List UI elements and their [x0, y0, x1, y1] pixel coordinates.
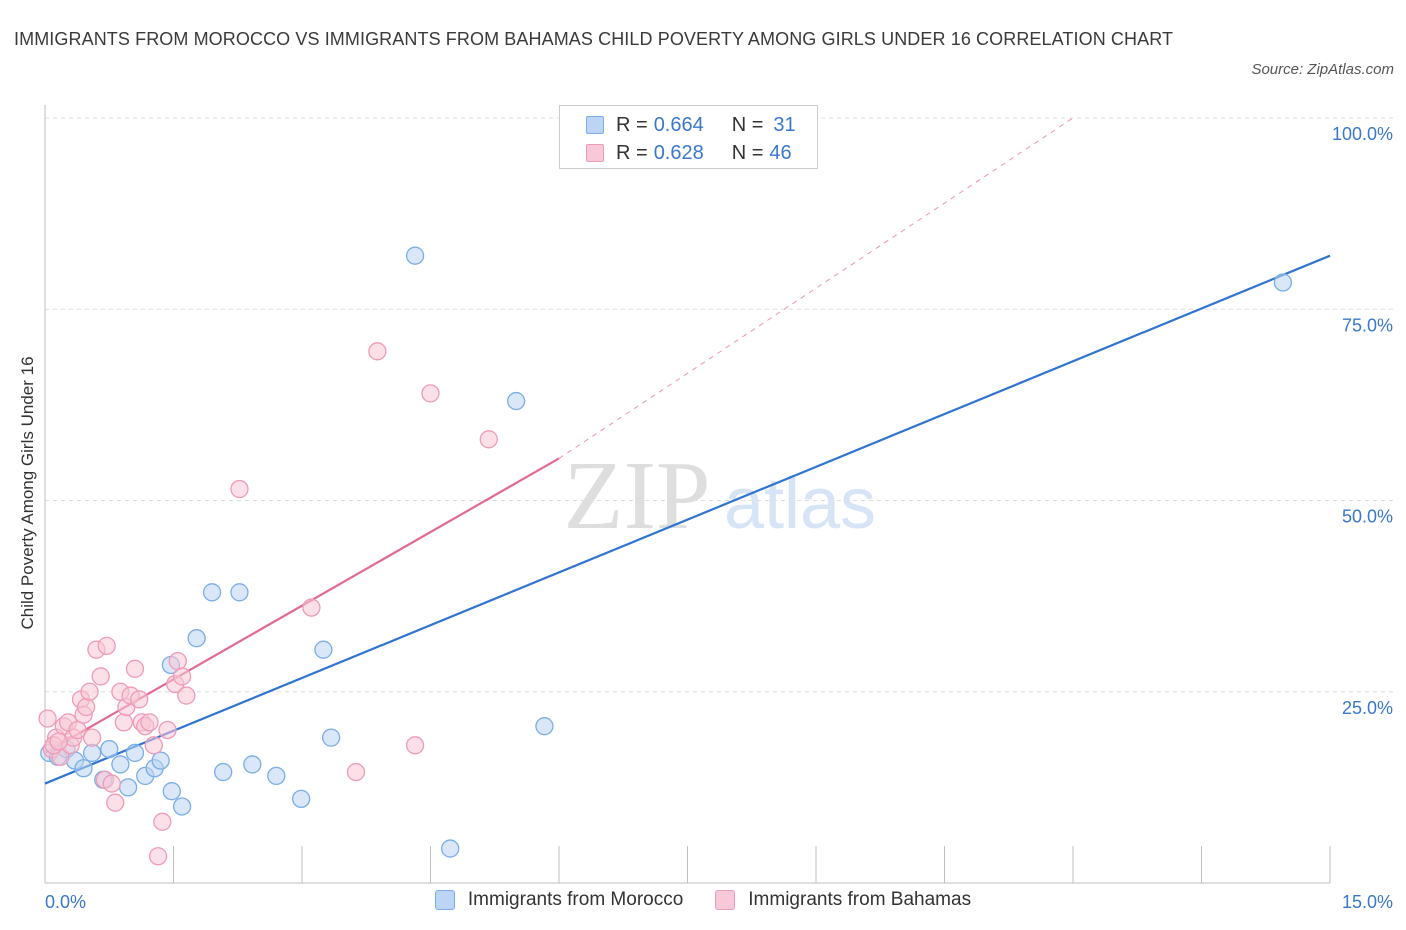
watermark-zip: ZIP: [564, 442, 711, 550]
series-legend-label: Immigrants from Bahamas: [748, 889, 972, 910]
data-point-bahamas: [168, 652, 187, 671]
series-swatch-bahamas: [715, 890, 736, 910]
data-point-bahamas: [346, 762, 366, 782]
x-tick-label: 0.0%: [45, 892, 86, 912]
legend-n-label: N =: [731, 113, 764, 136]
data-point-morocco: [111, 755, 130, 774]
data-point-morocco: [187, 629, 206, 648]
data-point-morocco: [118, 778, 138, 797]
grid-lines: [45, 117, 1395, 693]
watermark: ZIP atlas: [564, 442, 877, 550]
data-point-bahamas: [405, 736, 425, 755]
legend-r-label: R =: [616, 113, 648, 136]
x-tick-label: 15.0%: [1342, 892, 1393, 912]
data-point-bahamas: [106, 793, 125, 812]
y-tick-label: 75.0%: [1342, 315, 1393, 335]
data-point-bahamas: [158, 720, 177, 740]
legend-swatch-bahamas: [586, 144, 604, 162]
data-point-bahamas: [479, 430, 498, 449]
legend-r-label: R =: [616, 141, 648, 164]
data-point-morocco: [405, 246, 425, 265]
data-point-morocco: [535, 717, 554, 736]
series-legend: Immigrants from Morocco Immigrants from …: [0, 889, 1406, 911]
series-legend-bahamas: Immigrants from Bahamas: [715, 889, 971, 911]
data-point-morocco: [100, 739, 119, 759]
legend-n-value: 31: [773, 113, 796, 136]
data-point-morocco: [202, 583, 222, 602]
stats-legend: R = 0.664 N = 31 R = 0.628 N = 46: [559, 105, 818, 169]
legend-r-value: 0.664: [653, 113, 704, 136]
data-point-morocco: [507, 391, 526, 411]
data-point-morocco: [441, 839, 460, 858]
series-legend-label: Immigrants from Morocco: [467, 889, 684, 910]
data-point-morocco: [243, 755, 262, 774]
trend-line-extension: [558, 117, 1074, 459]
y-tick-label: 25.0%: [1342, 698, 1393, 718]
axes: [44, 105, 1331, 884]
data-point-morocco: [74, 759, 93, 778]
legend-swatch-morocco: [586, 116, 604, 134]
legend-r-value: 0.628: [653, 141, 704, 164]
series-swatch-morocco: [434, 890, 455, 910]
data-point-bahamas: [97, 636, 116, 655]
data-point-bahamas: [368, 342, 387, 361]
data-point-morocco: [162, 782, 181, 801]
data-point-morocco: [214, 762, 233, 782]
data-point-morocco: [321, 728, 341, 747]
data-point-morocco: [82, 743, 102, 763]
data-point-bahamas: [114, 713, 133, 732]
data-point-morocco: [125, 743, 145, 763]
legend-n-value: 46: [769, 141, 792, 164]
series-legend-morocco: Immigrants from Morocco: [434, 889, 684, 911]
data-point-morocco: [267, 766, 286, 786]
data-point-bahamas: [102, 774, 121, 793]
data-point-bahamas: [302, 598, 321, 617]
legend-n-label: N =: [731, 141, 764, 164]
data-point-bahamas: [230, 479, 249, 499]
watermark-atlas: atlas: [724, 464, 876, 544]
data-point-bahamas: [148, 847, 168, 866]
data-point-bahamas: [80, 682, 99, 701]
data-point-bahamas: [38, 709, 57, 728]
data-point-bahamas: [144, 736, 163, 755]
data-point-morocco: [151, 751, 170, 770]
data-point-bahamas: [49, 732, 68, 751]
data-point-bahamas: [82, 728, 102, 747]
data-point-morocco: [172, 797, 192, 816]
data-point-bahamas: [140, 713, 159, 732]
stats-legend-row-bahamas: R = 0.628 N = 46: [586, 141, 792, 165]
data-point-bahamas: [421, 384, 440, 403]
y-tick-label: 50.0%: [1342, 507, 1393, 527]
data-point-bahamas: [177, 686, 196, 705]
trend-line-morocco: [44, 254, 1331, 785]
data-point-bahamas: [130, 690, 149, 709]
chart-source: Source: ZipAtlas.com: [1251, 61, 1394, 78]
stats-legend-row-morocco: R = 0.664 N = 31: [586, 113, 796, 137]
data-point-bahamas: [125, 659, 145, 678]
data-point-bahamas: [91, 667, 110, 686]
data-point-bahamas: [76, 697, 96, 717]
data-points: [38, 246, 1293, 866]
data-point-morocco: [230, 583, 249, 602]
y-tick-label: 100.0%: [1332, 124, 1393, 144]
data-point-morocco: [314, 640, 333, 659]
data-point-morocco: [1273, 273, 1293, 292]
tick-labels: 25.0% 50.0% 75.0% 100.0% 0.0% 15.0%: [45, 124, 1393, 912]
chart-title: IMMIGRANTS FROM MOROCCO VS IMMIGRANTS FR…: [14, 29, 1174, 49]
data-point-bahamas: [172, 667, 192, 686]
data-point-bahamas: [153, 812, 172, 831]
data-point-morocco: [291, 789, 311, 808]
